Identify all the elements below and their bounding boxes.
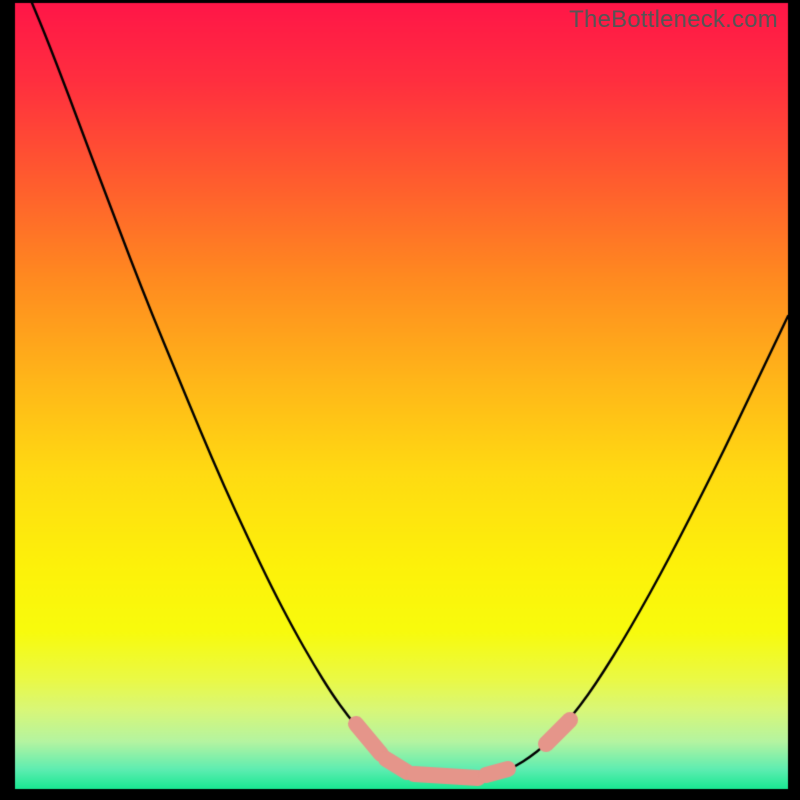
chart-stage: TheBottleneck.com [0,0,800,800]
bottleneck-curve-chart [0,0,800,800]
watermark-text: TheBottleneck.com [569,6,778,34]
